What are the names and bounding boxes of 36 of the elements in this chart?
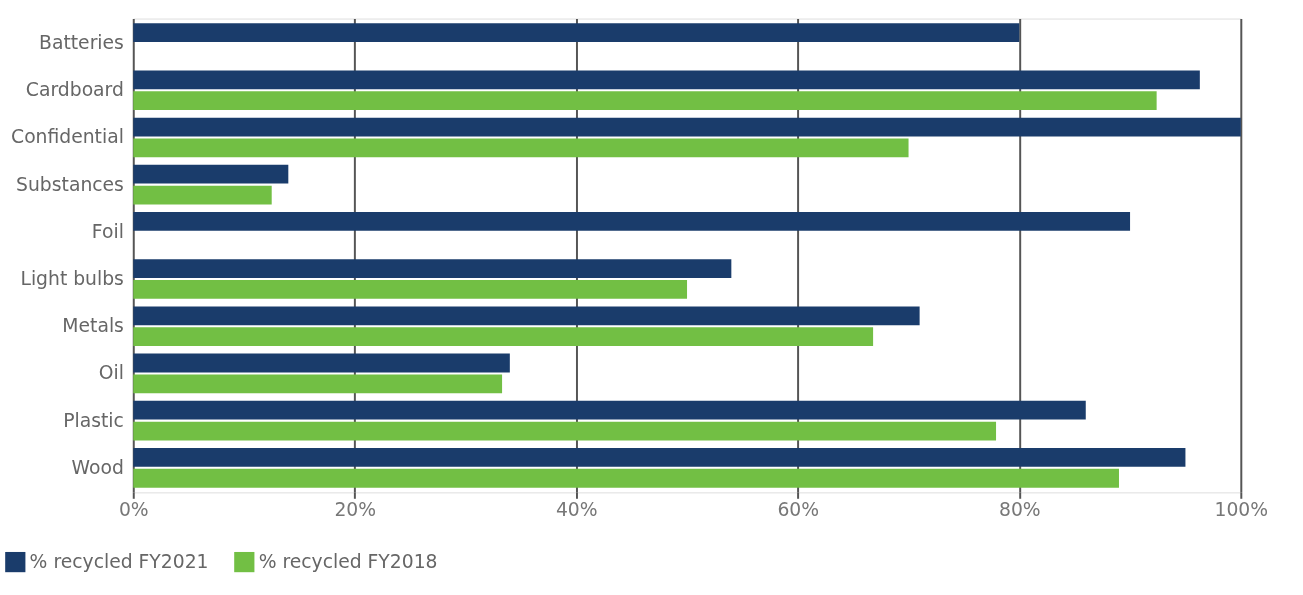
- bar: [133, 70, 1200, 90]
- bar: [133, 468, 1119, 488]
- y-tick-label: Foil: [91, 220, 124, 242]
- legend-label: % recycled FY2018: [258, 551, 438, 573]
- y-tick-label: Cardboard: [25, 79, 124, 101]
- y-tick-label: Substances: [16, 173, 124, 195]
- bar: [133, 353, 510, 373]
- bar: [133, 164, 289, 184]
- bar: [133, 23, 1020, 43]
- bar: [133, 327, 874, 347]
- bar: [133, 91, 1157, 111]
- x-tick-label: 80%: [998, 498, 1041, 520]
- legend-label: % recycled FY2021: [29, 551, 209, 573]
- y-tick-label: Confidential: [11, 126, 124, 148]
- bar: [133, 185, 272, 205]
- y-tick-label: Wood: [71, 456, 124, 478]
- bar: [133, 306, 920, 326]
- y-tick-label: Metals: [62, 315, 124, 337]
- bar: [133, 374, 503, 394]
- bar: [133, 421, 997, 441]
- y-tick-label: Batteries: [39, 32, 124, 54]
- bar: [133, 117, 1241, 137]
- x-tick-label: 40%: [555, 498, 598, 520]
- y-tick-label: Oil: [98, 362, 124, 384]
- bar: [133, 400, 1086, 420]
- y-tick-label: Light bulbs: [20, 267, 124, 289]
- bar: [133, 280, 688, 299]
- bar: [133, 212, 1131, 231]
- y-tick-label: Plastic: [63, 409, 124, 431]
- x-tick-label: 0%: [118, 498, 149, 520]
- bar: [133, 138, 909, 158]
- bar: [133, 259, 732, 279]
- x-tick-label: 100%: [1214, 498, 1269, 520]
- x-tick-label: 60%: [777, 498, 820, 520]
- bar: [133, 448, 1186, 467]
- x-tick-label: 20%: [334, 498, 377, 520]
